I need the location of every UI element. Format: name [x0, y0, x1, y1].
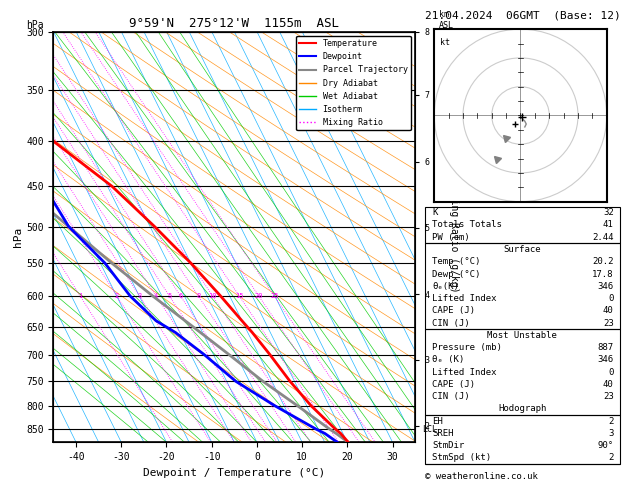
Text: CAPE (J): CAPE (J): [432, 306, 476, 315]
Text: 25: 25: [270, 293, 279, 299]
Text: 40: 40: [603, 306, 614, 315]
Text: LCL: LCL: [422, 425, 437, 434]
Text: CIN (J): CIN (J): [432, 392, 470, 401]
Text: 90°: 90°: [598, 441, 614, 450]
Text: 21.04.2024  06GMT  (Base: 12): 21.04.2024 06GMT (Base: 12): [425, 11, 620, 21]
Text: 2: 2: [608, 453, 614, 463]
Text: 346: 346: [598, 355, 614, 364]
Text: Totals Totals: Totals Totals: [432, 221, 502, 229]
Text: 887: 887: [598, 343, 614, 352]
Text: 346: 346: [598, 282, 614, 291]
Text: 4: 4: [154, 293, 159, 299]
Text: 23: 23: [603, 319, 614, 328]
X-axis label: Dewpoint / Temperature (°C): Dewpoint / Temperature (°C): [143, 468, 325, 478]
Text: 2: 2: [608, 417, 614, 426]
Title: 9°59'N  275°12'W  1155m  ASL: 9°59'N 275°12'W 1155m ASL: [130, 17, 339, 31]
Text: 17.8: 17.8: [593, 270, 614, 278]
Text: 40: 40: [603, 380, 614, 389]
Text: EH: EH: [432, 417, 443, 426]
Text: Surface: Surface: [503, 245, 541, 254]
Text: 20.2: 20.2: [593, 257, 614, 266]
Text: 1: 1: [78, 293, 82, 299]
Y-axis label: Mixing Ratio (g/kg): Mixing Ratio (g/kg): [448, 181, 459, 293]
Text: θₑ (K): θₑ (K): [432, 355, 465, 364]
Text: Hodograph: Hodograph: [498, 404, 546, 414]
Text: Most Unstable: Most Unstable: [487, 331, 557, 340]
Text: K: K: [432, 208, 438, 217]
Text: © weatheronline.co.uk: © weatheronline.co.uk: [425, 472, 537, 481]
Text: 8: 8: [196, 293, 201, 299]
Text: StmDir: StmDir: [432, 441, 465, 450]
Text: 0: 0: [608, 294, 614, 303]
Text: 2.44: 2.44: [593, 233, 614, 242]
Text: Lifted Index: Lifted Index: [432, 294, 497, 303]
Text: 23: 23: [603, 392, 614, 401]
Text: 41: 41: [603, 221, 614, 229]
Text: StmSpd (kt): StmSpd (kt): [432, 453, 491, 463]
Bar: [425, 415, 620, 464]
Bar: [425, 207, 620, 243]
Text: Lifted Index: Lifted Index: [432, 367, 497, 377]
Text: kt: kt: [440, 38, 450, 47]
Text: km
ASL: km ASL: [438, 10, 454, 30]
Text: 2: 2: [114, 293, 119, 299]
Text: Pressure (mb): Pressure (mb): [432, 343, 502, 352]
Text: 3: 3: [137, 293, 142, 299]
Text: CIN (J): CIN (J): [432, 319, 470, 328]
Text: 15: 15: [235, 293, 243, 299]
Text: θₑ(K): θₑ(K): [432, 282, 459, 291]
Text: 32: 32: [603, 208, 614, 217]
Text: Dewp (°C): Dewp (°C): [432, 270, 481, 278]
Legend: Temperature, Dewpoint, Parcel Trajectory, Dry Adiabat, Wet Adiabat, Isotherm, Mi: Temperature, Dewpoint, Parcel Trajectory…: [296, 36, 411, 130]
Text: 6: 6: [179, 293, 182, 299]
Text: Temp (°C): Temp (°C): [432, 257, 481, 266]
Text: 20: 20: [255, 293, 263, 299]
Text: 3: 3: [608, 429, 614, 438]
Text: SREH: SREH: [432, 429, 454, 438]
Bar: [425, 329, 620, 415]
Text: 10: 10: [208, 293, 217, 299]
Text: 0: 0: [608, 367, 614, 377]
Text: PW (cm): PW (cm): [432, 233, 470, 242]
Bar: [425, 243, 620, 329]
Text: 5: 5: [167, 293, 172, 299]
Text: CAPE (J): CAPE (J): [432, 380, 476, 389]
Y-axis label: hPa: hPa: [13, 227, 23, 247]
Text: hPa: hPa: [26, 19, 44, 30]
